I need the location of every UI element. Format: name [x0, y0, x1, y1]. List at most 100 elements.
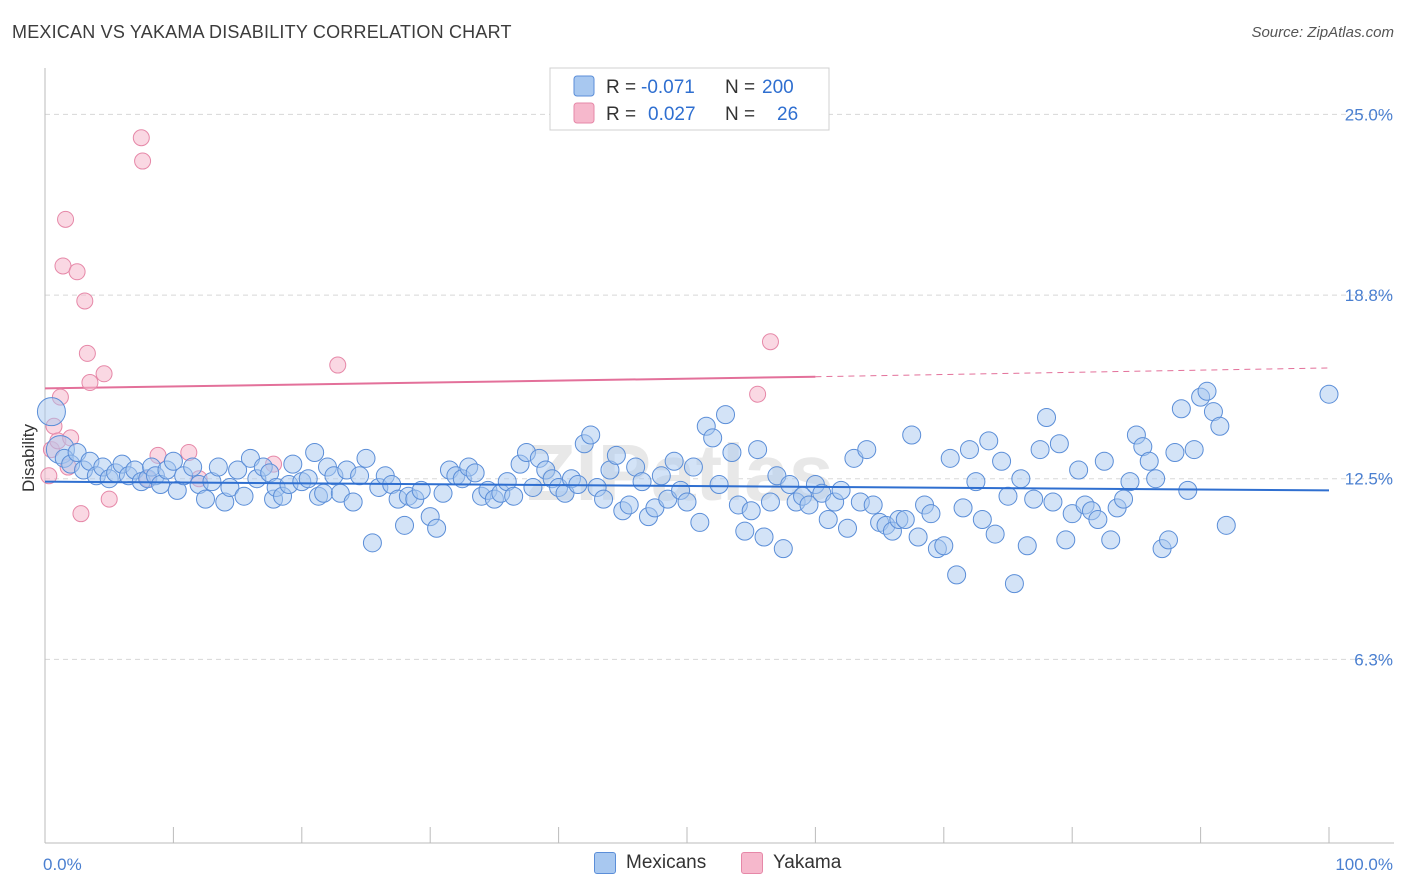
mexicans-point — [838, 518, 857, 538]
yakama-point — [81, 374, 99, 392]
mexicans-point — [1159, 530, 1178, 550]
series-legend: Mexicans Yakama — [0, 848, 1406, 878]
mexicans-point — [934, 536, 954, 556]
legend-n-label-1: N = — [725, 77, 755, 98]
legend-r-value-1: -0.071 — [641, 77, 695, 98]
chart-title: MEXICAN VS YAKAMA DISABILITY CORRELATION… — [12, 22, 512, 42]
mexicans-point — [1094, 451, 1114, 471]
mexicans-point — [1197, 381, 1217, 401]
legend-n-value-2: 26 — [777, 104, 798, 125]
legend-swatch-mexicans — [573, 75, 595, 97]
swatch-yakama — [741, 852, 763, 874]
mexicans-point — [959, 440, 979, 460]
mexicans-point — [1043, 492, 1063, 512]
mexicans-point — [1069, 460, 1089, 480]
mexicans-point — [709, 475, 729, 495]
mexicans-point — [664, 451, 684, 471]
mexicans-point — [857, 440, 877, 460]
legend-item-yakama[interactable]: Yakama — [741, 852, 841, 874]
yakama-point — [749, 385, 767, 403]
mexicans-point — [433, 483, 453, 503]
yakama-point — [134, 152, 152, 170]
mexicans-point — [677, 492, 697, 512]
mexicans-trend-line — [44, 480, 1330, 492]
mexicans-point — [1024, 489, 1044, 509]
yakama-point — [68, 263, 86, 281]
mexicans-point — [1171, 399, 1191, 419]
yakama-point — [329, 356, 347, 374]
swatch-mexicans — [594, 852, 616, 874]
mexicans-point — [953, 498, 973, 518]
mexicans-point — [523, 477, 543, 497]
mexicans-point — [818, 510, 838, 530]
mexicans-point — [356, 448, 376, 468]
mexicans-point — [234, 486, 254, 506]
mexicans-point — [1319, 384, 1339, 404]
mexicans-point — [1088, 510, 1108, 530]
mexicans-point — [683, 457, 703, 477]
yakama-point — [761, 333, 779, 351]
legend-item-mexicans[interactable]: Mexicans — [594, 852, 706, 874]
mexicans-point — [908, 527, 928, 547]
mexicans-point — [780, 475, 800, 495]
mexicans-point — [343, 492, 363, 512]
mexicans-point — [395, 515, 415, 535]
yakama-point — [76, 292, 94, 310]
mexicans-point — [651, 466, 671, 486]
mexicans-point — [1210, 416, 1230, 436]
mexicans-point — [992, 451, 1012, 471]
yakama-trend-line — [44, 367, 1330, 390]
mexicans-point — [1056, 530, 1076, 550]
mexicans-point — [298, 469, 318, 489]
x-tick-label-0: 0.0% — [43, 855, 82, 874]
mexicans-point — [979, 431, 999, 451]
mexicans-point — [305, 442, 325, 462]
mexicans-point — [735, 521, 755, 541]
mexicans-point — [427, 518, 447, 538]
mexicans-point — [1120, 472, 1140, 492]
mexicans-point — [350, 466, 370, 486]
legend-label-yakama: Yakama — [773, 852, 842, 873]
mexicans-point — [504, 486, 524, 506]
mexicans-point — [972, 510, 992, 530]
mexicans-point — [748, 440, 768, 460]
correlation-legend: R = -0.071 N = 200 R = 0.027 N = 26 — [549, 67, 830, 131]
mexicans-point — [1184, 440, 1204, 460]
y-tick-label-1: 12.5% — [1345, 470, 1393, 489]
mexicans-point — [183, 457, 203, 477]
mexicans-point — [754, 527, 774, 547]
mexicans-point — [902, 425, 922, 445]
mexicans-point — [1139, 451, 1159, 471]
yakama-trend-dashed — [815, 367, 1330, 378]
mexicans-trend-solid — [44, 480, 1330, 492]
mexicans-point — [773, 539, 793, 559]
yakama-trend-solid — [44, 375, 816, 390]
mexicans-point — [632, 472, 652, 492]
mexicans-point — [940, 448, 960, 468]
mexicans-point — [863, 495, 883, 515]
mexicans-point — [228, 460, 248, 480]
mexicans-points — [36, 381, 1339, 594]
yakama-point — [95, 365, 113, 383]
y-axis-label: Disability — [19, 423, 38, 492]
mexicans-point — [703, 428, 723, 448]
mexicans-point — [1049, 434, 1069, 454]
mexicans-point — [163, 451, 183, 471]
mexicans-point — [716, 405, 736, 425]
y-tick-label-3: 25.0% — [1345, 105, 1393, 124]
mexicans-point — [921, 504, 941, 524]
mexicans-point — [314, 483, 334, 503]
mexicans-point — [831, 480, 851, 500]
mexicans-point — [690, 512, 710, 532]
mexicans-point — [799, 495, 819, 515]
mexicans-point — [1114, 489, 1134, 509]
axes — [44, 68, 1394, 844]
mexicans-point — [1216, 515, 1236, 535]
legend-r-value-2: 0.027 — [648, 104, 696, 125]
yakama-point — [100, 490, 118, 508]
mexicans-point — [581, 425, 601, 445]
yakama-point — [78, 344, 96, 362]
mexicans-point — [283, 454, 303, 474]
y-tick-labels: 6.3% 12.5% 18.8% 25.0% — [1345, 105, 1393, 669]
